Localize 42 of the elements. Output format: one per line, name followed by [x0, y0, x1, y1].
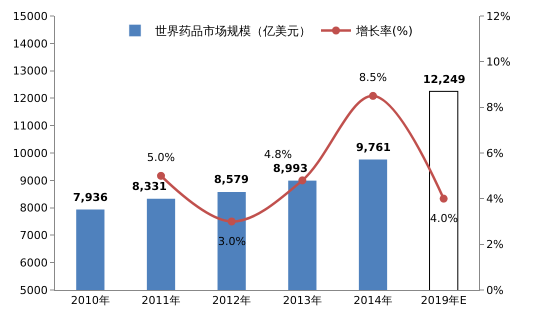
- y-tick-label: 9000: [20, 174, 48, 188]
- x-tick-label: 2010年: [70, 294, 110, 308]
- y-tick-label: 5000: [20, 284, 48, 297]
- y-tick-label: 14000: [12, 37, 48, 50]
- y-tick-label: 8000: [20, 202, 48, 215]
- data-label: 3.0%: [218, 235, 246, 248]
- y2-tick-label: 4%: [486, 192, 504, 206]
- data-label: 7,936: [73, 191, 108, 204]
- data-label: 8,579: [214, 173, 249, 186]
- legend-label: 世界药品市场规模（亿美元）: [155, 24, 311, 38]
- data-label: 9,761: [356, 141, 391, 154]
- point: [369, 92, 377, 100]
- y-tick-label: 11000: [12, 119, 48, 132]
- y-tick-label: 15000: [12, 10, 48, 23]
- x-tick-label: 2014年: [354, 294, 392, 308]
- y-tick-label: 12000: [12, 92, 48, 106]
- x-tick-label: 2019年E: [420, 294, 467, 308]
- y-tick-label: 13000: [12, 64, 48, 78]
- data-label: 8.5%: [359, 71, 387, 84]
- data-label: 4.0%: [430, 212, 458, 225]
- y2-tick-label: 10%: [486, 56, 511, 69]
- y2-tick-label: 0%: [486, 284, 504, 297]
- y-tick-label: 10000: [12, 146, 48, 160]
- x-tick-label: 2011年: [142, 294, 180, 308]
- point: [157, 172, 165, 180]
- y2-tick-label: 12%: [486, 10, 511, 23]
- y2-tick-label: 6%: [486, 146, 504, 160]
- y-tick-label: 6000: [20, 256, 48, 270]
- data-label: 8,331: [132, 180, 167, 193]
- point: [228, 218, 236, 226]
- y2-tick-label: 8%: [486, 101, 504, 114]
- data-label: 5.0%: [147, 151, 175, 164]
- point: [298, 176, 306, 184]
- data-label: 12,249: [423, 73, 466, 86]
- y-tick-label: 7000: [20, 229, 48, 242]
- legend-label: 增长率(%): [355, 24, 413, 38]
- point: [440, 194, 448, 203]
- x-tick-label: 2013年: [282, 294, 322, 308]
- data-label: 8,993: [273, 162, 308, 175]
- data-label: 4.8%: [264, 148, 292, 161]
- y2-tick-label: 2%: [486, 238, 504, 252]
- x-tick-label: 2012年: [212, 294, 252, 308]
